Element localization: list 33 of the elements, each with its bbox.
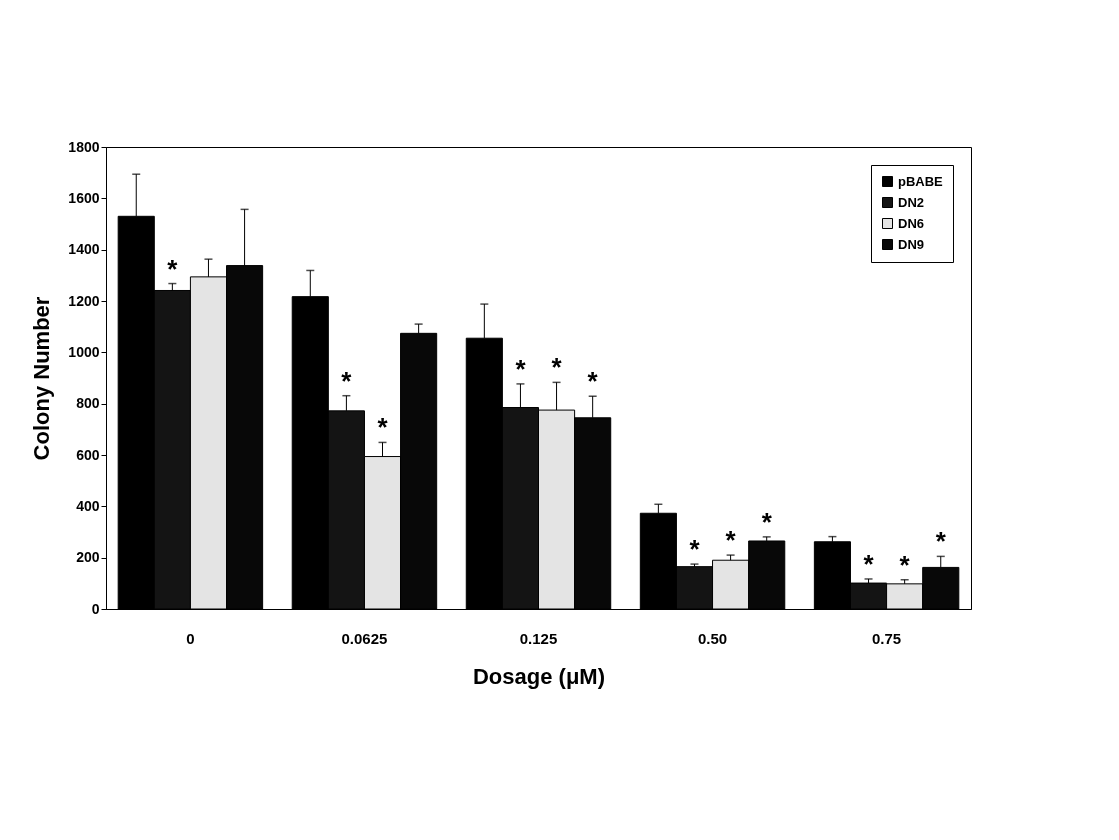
annotation: * bbox=[167, 253, 179, 284]
annotation: * bbox=[725, 525, 737, 556]
x-axis-title: Dosage (μM) bbox=[472, 663, 606, 689]
x-tick-label: 0.50 bbox=[697, 629, 728, 647]
annotation: * bbox=[551, 352, 563, 383]
y-tick-label: 0 bbox=[91, 600, 100, 617]
x-tick-label: 0.0625 bbox=[341, 629, 388, 647]
y-tick-label: 400 bbox=[76, 497, 100, 514]
y-tick-label: 200 bbox=[76, 549, 100, 566]
annotation: * bbox=[515, 353, 527, 384]
legend-label: DN2 bbox=[898, 194, 925, 210]
legend-label: DN6 bbox=[898, 215, 925, 231]
y-tick-label: 1800 bbox=[68, 138, 100, 155]
x-tick-label: 0.125 bbox=[519, 629, 558, 647]
annotation: * bbox=[935, 526, 947, 557]
y-axis-title: Colony Number bbox=[29, 296, 55, 461]
annotation: * bbox=[761, 506, 773, 537]
annotation: * bbox=[377, 412, 389, 443]
legend-label: pBABE bbox=[898, 173, 944, 189]
x-tick-label: 0 bbox=[186, 629, 195, 647]
annotation: * bbox=[689, 534, 701, 565]
y-tick-label: 1200 bbox=[68, 292, 100, 309]
annotation: * bbox=[863, 548, 875, 579]
annotation: * bbox=[899, 549, 911, 580]
legend-label: DN9 bbox=[898, 236, 925, 252]
annotation: * bbox=[341, 365, 353, 396]
y-tick-label: 1400 bbox=[68, 241, 100, 258]
y-tick-label: 600 bbox=[76, 446, 100, 463]
annotation: * bbox=[587, 366, 599, 397]
x-tick-label: 0.75 bbox=[871, 629, 902, 647]
y-tick-label: 1000 bbox=[68, 343, 100, 360]
y-tick-label: 1600 bbox=[68, 189, 100, 206]
y-tick-label: 800 bbox=[76, 395, 100, 412]
